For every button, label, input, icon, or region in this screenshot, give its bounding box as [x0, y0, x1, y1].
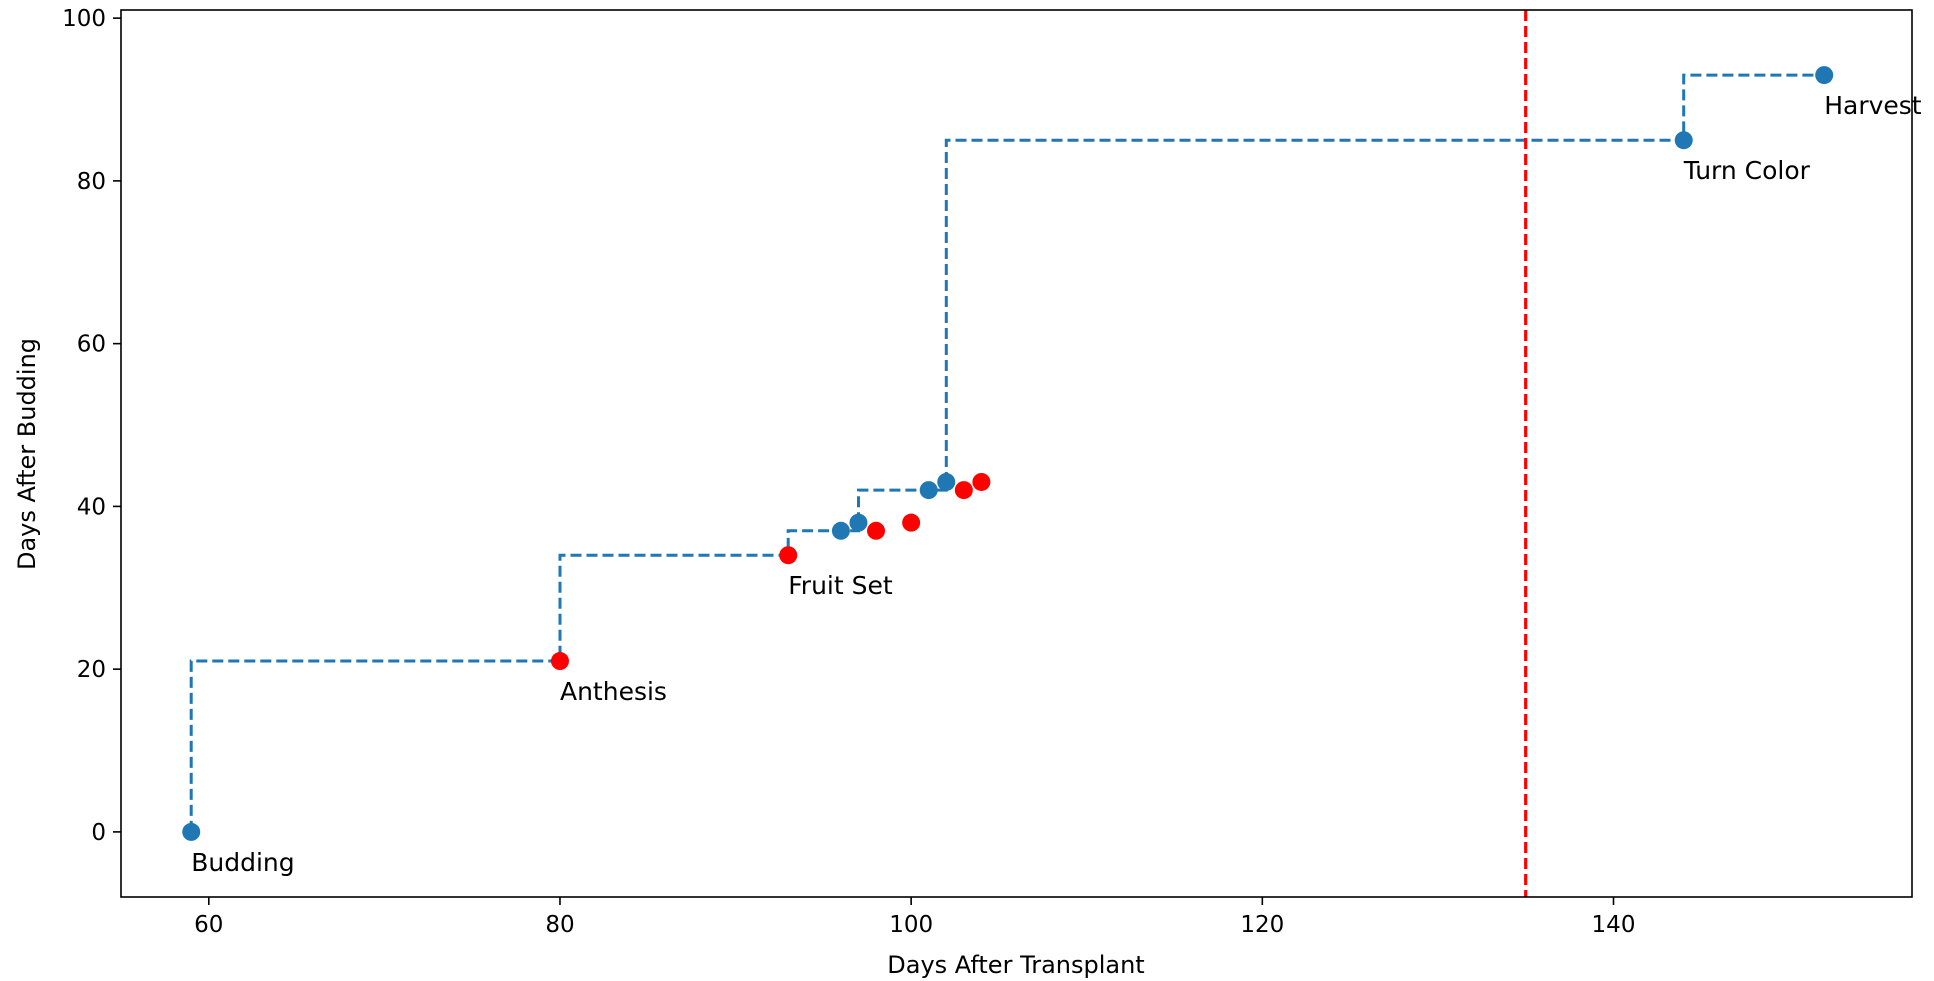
data-point — [779, 546, 798, 565]
x-axis-title: Days After Transplant — [887, 951, 1144, 979]
plot-frame — [120, 9, 1913, 898]
x-tick-label: 100 — [889, 912, 933, 938]
y-tick-label: 60 — [77, 332, 106, 358]
data-point — [867, 521, 886, 540]
x-tick-label: 80 — [545, 912, 574, 938]
y-tick-label: 40 — [77, 494, 106, 520]
data-point — [849, 513, 868, 532]
data-point — [919, 481, 938, 500]
data-point — [902, 513, 921, 532]
chart-marks: Budding Anthesis Fruit Set Turn Color Harves… — [182, 10, 1922, 897]
data-point — [831, 521, 850, 540]
y-tick-label: 100 — [62, 6, 106, 32]
y-tick-label: 80 — [77, 169, 106, 195]
data-point — [972, 472, 991, 491]
y-tick-label: 20 — [77, 657, 106, 683]
data-point — [1674, 131, 1693, 150]
point-label: Harvest — [1824, 91, 1922, 120]
point-label: Fruit Set — [788, 571, 893, 600]
data-point — [550, 652, 569, 671]
data-point — [954, 481, 973, 500]
point-label: Turn Color — [1683, 156, 1811, 185]
x-tick-label: 140 — [1592, 912, 1636, 938]
point-label: Budding — [191, 848, 294, 877]
data-point — [937, 472, 956, 491]
plot-area — [121, 10, 1912, 897]
x-tick-label: 60 — [194, 912, 223, 938]
data-point — [1815, 66, 1834, 85]
axes: 60 80 100 120 140 0 20 40 60 80 100 — [62, 6, 1635, 938]
y-tick-label: 0 — [91, 820, 106, 846]
x-tick-label: 120 — [1240, 912, 1284, 938]
y-axis-title: Days After Budding — [13, 338, 41, 570]
point-label: Anthesis — [560, 677, 667, 706]
data-point — [182, 822, 201, 841]
